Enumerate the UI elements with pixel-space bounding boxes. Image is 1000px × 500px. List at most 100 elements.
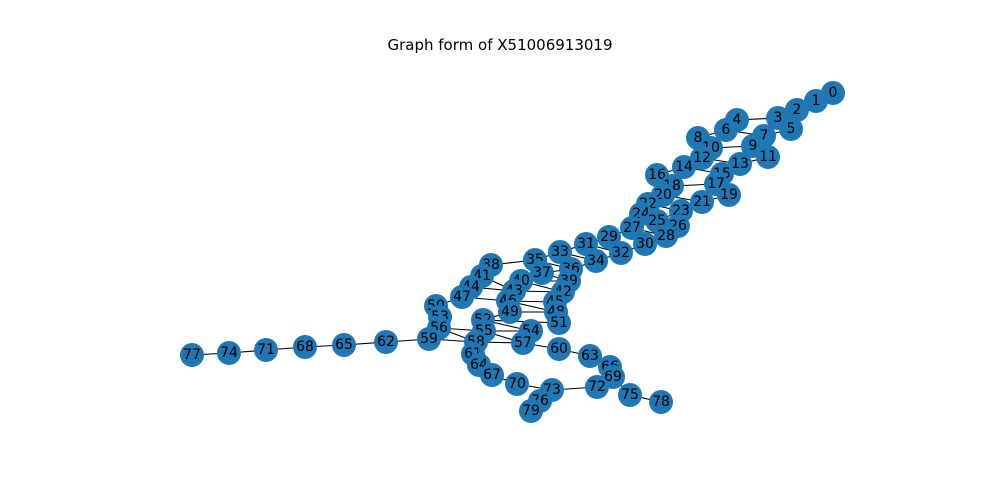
node-label: 63 <box>581 348 599 364</box>
node-74: 74 <box>217 341 241 365</box>
node-circle <box>548 240 572 264</box>
node-circle <box>785 98 809 122</box>
node-60: 60 <box>547 337 571 361</box>
node-circle <box>519 399 543 423</box>
node-label: 6 <box>722 122 731 138</box>
node-label: 30 <box>636 236 654 252</box>
node-circle <box>585 375 609 399</box>
node-circle <box>530 261 554 285</box>
node-label: 75 <box>621 387 639 403</box>
node-circle <box>714 118 738 142</box>
node-37: 37 <box>530 261 554 285</box>
node-6: 6 <box>714 118 738 142</box>
node-label: 27 <box>623 220 641 236</box>
node-label: 79 <box>522 403 540 419</box>
node-label: 0 <box>829 85 838 101</box>
node-51: 51 <box>547 311 571 335</box>
node-circle <box>728 152 752 176</box>
node-label: 5 <box>787 121 796 137</box>
node-circle <box>690 146 714 170</box>
edge-51-52 <box>482 319 560 324</box>
node-label: 1 <box>812 93 821 109</box>
node-2: 2 <box>785 98 809 122</box>
node-49: 49 <box>498 300 522 324</box>
graph-nodes: 0123456789101112131415161718192021222324… <box>180 81 845 423</box>
node-label: 14 <box>675 159 693 175</box>
node-label: 16 <box>648 167 666 183</box>
node-label: 7 <box>760 128 769 144</box>
node-circle <box>417 327 441 351</box>
node-circle <box>254 338 278 362</box>
node-label: 62 <box>377 334 395 350</box>
node-circle <box>633 232 657 256</box>
node-78: 78 <box>649 390 673 414</box>
node-label: 37 <box>533 265 551 281</box>
node-label: 57 <box>514 335 532 351</box>
node-11: 11 <box>756 145 780 169</box>
node-1: 1 <box>804 89 828 113</box>
node-72: 72 <box>585 375 609 399</box>
node-label: 47 <box>453 289 471 305</box>
node-label: 51 <box>550 315 568 331</box>
node-circle <box>618 383 642 407</box>
node-label: 29 <box>600 229 618 245</box>
node-21: 21 <box>690 190 714 214</box>
node-circle <box>480 363 504 387</box>
node-circle <box>547 337 571 361</box>
node-label: 21 <box>693 194 711 210</box>
node-59: 59 <box>417 327 441 351</box>
node-34: 34 <box>584 249 608 273</box>
node-12: 12 <box>690 146 714 170</box>
node-label: 68 <box>296 339 314 355</box>
node-label: 78 <box>652 394 670 410</box>
node-68: 68 <box>293 335 317 359</box>
node-circle <box>293 335 317 359</box>
node-circle <box>690 190 714 214</box>
node-label: 28 <box>657 228 675 244</box>
node-33: 33 <box>548 240 572 264</box>
node-circle <box>584 249 608 273</box>
node-label: 19 <box>720 187 738 203</box>
node-label: 49 <box>501 304 519 320</box>
node-5: 5 <box>779 117 803 141</box>
node-label: 60 <box>550 341 568 357</box>
node-62: 62 <box>374 330 398 354</box>
node-circle <box>609 241 633 265</box>
node-circle <box>756 145 780 169</box>
node-label: 13 <box>731 156 749 172</box>
node-75: 75 <box>618 383 642 407</box>
node-circle <box>511 331 535 355</box>
node-circle <box>450 285 474 309</box>
node-label: 11 <box>759 149 777 165</box>
node-circle <box>804 89 828 113</box>
node-label: 9 <box>749 138 758 154</box>
node-label: 8 <box>694 130 703 146</box>
node-circle <box>505 372 529 396</box>
node-label: 32 <box>612 245 630 261</box>
node-circle <box>620 216 644 240</box>
node-label: 34 <box>587 253 605 269</box>
node-13: 13 <box>728 152 752 176</box>
node-label: 74 <box>220 345 238 361</box>
node-circle <box>180 343 204 367</box>
node-30: 30 <box>633 232 657 256</box>
node-79: 79 <box>519 399 543 423</box>
node-circle <box>779 117 803 141</box>
node-circle <box>649 390 673 414</box>
node-14: 14 <box>672 155 696 179</box>
node-circle <box>217 341 241 365</box>
node-label: 12 <box>693 150 711 166</box>
node-63: 63 <box>578 344 602 368</box>
node-circle <box>498 300 522 324</box>
node-circle <box>717 183 741 207</box>
node-19: 19 <box>717 183 741 207</box>
graph-edges <box>191 92 834 412</box>
node-label: 31 <box>577 236 595 252</box>
node-57: 57 <box>511 331 535 355</box>
node-label: 33 <box>551 244 569 260</box>
node-label: 70 <box>508 376 526 392</box>
node-label: 71 <box>257 342 275 358</box>
node-70: 70 <box>505 372 529 396</box>
node-47: 47 <box>450 285 474 309</box>
